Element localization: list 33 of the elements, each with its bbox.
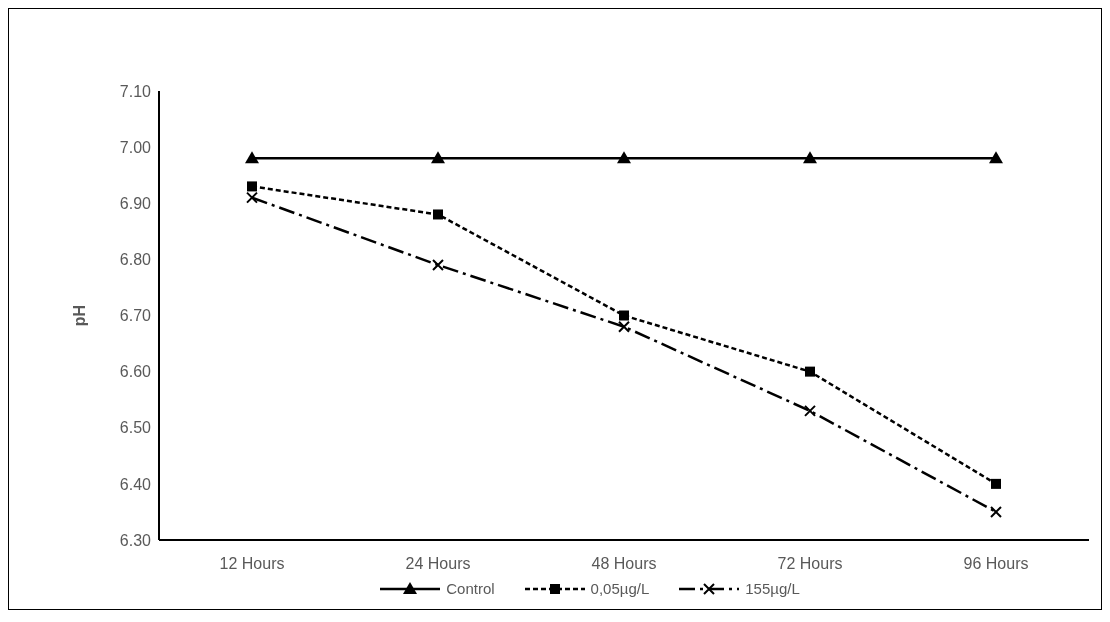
x-tick-label: 12 Hours: [219, 555, 285, 573]
point: [245, 151, 259, 164]
point: [989, 151, 1003, 164]
x-tick-label: 48 Hours: [591, 555, 657, 573]
point: [804, 404, 816, 417]
point: [805, 366, 815, 377]
x-tick-label: 24 Hours: [405, 555, 471, 573]
y-tick-label: 6.50: [119, 419, 152, 437]
point: [246, 191, 258, 204]
point: [247, 181, 257, 192]
y-tick-label: 6.80: [119, 251, 152, 269]
y-tick-label: 7.00: [119, 138, 152, 156]
legend-label: Control: [446, 580, 495, 597]
legend-label: 155µg/L: [745, 580, 800, 597]
y-tick-label: 6.60: [119, 363, 152, 381]
point: [619, 310, 629, 321]
y-axis-title: pH: [70, 304, 88, 327]
point: [433, 209, 443, 220]
x-tick-label: 96 Hours: [963, 555, 1029, 573]
y-tick-label: 6.40: [119, 475, 152, 493]
point: [991, 478, 1001, 489]
y-tick-label: 7.10: [119, 82, 152, 100]
point: [803, 151, 817, 164]
x-tick-label: 72 Hours: [777, 555, 843, 573]
point: [431, 151, 445, 164]
point: [617, 151, 631, 164]
legend-label: 0,05µg/L: [590, 580, 650, 597]
y-tick-label: 6.70: [119, 307, 152, 325]
y-tick-label: 6.90: [119, 194, 152, 212]
y-tick-label: 6.30: [119, 531, 152, 549]
point: [990, 505, 1002, 518]
point: [432, 258, 444, 271]
point: [618, 320, 630, 333]
